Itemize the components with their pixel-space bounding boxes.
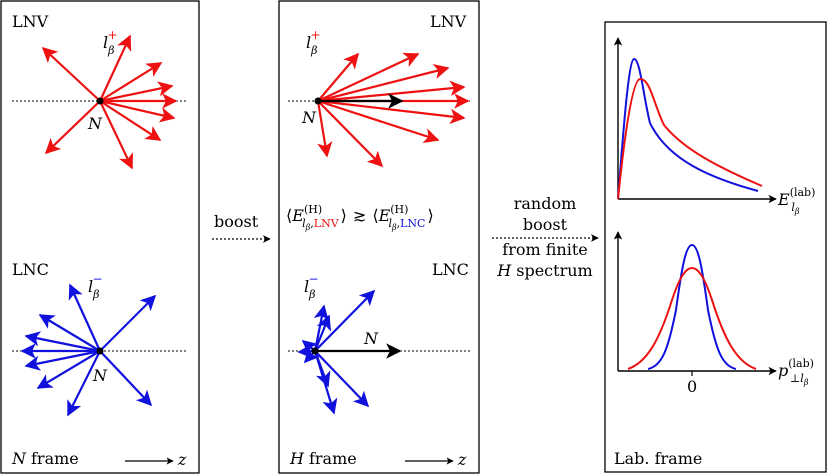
panel-h-frame-border: [278, 0, 480, 474]
pt-zero-label: 0: [687, 377, 697, 396]
n-frame-top-n-label: N: [87, 114, 103, 133]
n-frame-lepton-plus-label: lβ+: [103, 28, 118, 57]
lnv-arrow: [317, 100, 384, 168]
energy-curve-lnc: [617, 57, 759, 200]
panel-n-frame: LNV N lβ+ LNC: [0, 0, 200, 474]
h-frame-z-label: z: [457, 450, 467, 469]
n-frame-lnv-arrows: [41, 34, 178, 170]
lnc-arrow: [68, 283, 102, 352]
lnv-arrow: [99, 99, 176, 123]
panel-lab-frame: E(lab) lβ 0 p(lab) ⊥lβ Lab. frame: [604, 21, 827, 473]
panel-h-frame: LNV N lβ+ ⟨E(H) lβ,LNV ⟩ ≳ ⟨E(H) lβ,LNC ⟩ LNC: [278, 0, 480, 474]
lnv-arrow: [99, 34, 132, 102]
n-frame-top-decay-point: [96, 97, 104, 105]
h-frame-top-decay-point: [314, 97, 322, 105]
lnv-arrow: [99, 62, 163, 102]
lnv-arrow: [99, 81, 174, 103]
h-frame-bottom-n-label: N: [363, 329, 379, 348]
lnv-arrow: [317, 80, 466, 103]
energy-relation: ⟨E(H) lβ,LNV ⟩ ≳ ⟨E(H) lβ,LNC ⟩: [286, 203, 434, 232]
lnv-arrow: [316, 100, 333, 158]
energy-curve-lnv: [617, 78, 763, 200]
n-frame-lnc-arrows: [20, 283, 157, 417]
n-frame-lepton-minus-label: lβ−: [88, 272, 103, 301]
pt-curve-lnc: [647, 243, 737, 370]
h-frame-top-n-label: N: [301, 108, 317, 127]
energy-axis-label: E(lab) lβ: [777, 186, 815, 216]
h-frame-lnv-label: LNV: [430, 12, 467, 31]
panel-lab-frame-border: [604, 21, 827, 473]
lnv-arrow: [44, 100, 101, 155]
h-frame-lnv-arrows: [316, 52, 470, 168]
lnc-arrow: [38, 314, 101, 352]
lnc-arrow: [24, 331, 101, 353]
lnc-arrow: [99, 294, 157, 352]
pt-distribution-plot: 0 p(lab) ⊥lβ: [613, 231, 814, 396]
lnc-arrow: [36, 350, 101, 389]
lnc-arrow: [67, 350, 101, 417]
lnv-arrow: [99, 100, 133, 170]
n-frame-bottom-decay-point: [96, 347, 104, 355]
h-frame-lnc-label: LNC: [432, 260, 469, 279]
n-frame-z-label: z: [177, 450, 187, 469]
lnv-arrow: [317, 63, 450, 103]
random-boost-line-1: random: [514, 194, 577, 213]
lnv-arrow: [317, 52, 420, 102]
lnc-arrow: [314, 350, 370, 408]
h-frame-lepton-minus-label: lβ−: [304, 272, 319, 301]
n-frame-bottom-n-label: N: [92, 366, 108, 385]
pt-curve-lnv: [627, 266, 757, 370]
lnv-arrow: [317, 99, 466, 125]
boost-label: boost: [214, 212, 259, 231]
n-frame-lnv-label: LNV: [12, 12, 49, 31]
lnv-arrow: [99, 100, 162, 141]
pt-axis-label: p(lab) ⊥lβ: [778, 357, 814, 387]
h-frame-bottom-decay-point: [311, 347, 319, 355]
lnc-arrow: [314, 289, 376, 352]
h-frame-lepton-plus-label: lβ+: [306, 28, 321, 57]
lnv-arrow: [41, 46, 101, 102]
lnc-arrow: [313, 350, 338, 415]
lnc-arrow: [99, 350, 153, 407]
h-frame-lnc-arrows: [297, 289, 376, 415]
energy-distribution-plot: E(lab) lβ: [613, 37, 815, 216]
random-boost-line-3: from finite: [502, 240, 587, 259]
lnv-arrow: [317, 99, 440, 144]
n-frame-lnc-label: LNC: [12, 260, 49, 279]
lnv-arrow: [317, 52, 359, 102]
boost-connector: boost: [212, 212, 271, 243]
lab-frame-label: Lab. frame: [614, 449, 702, 468]
lnc-arrow: [24, 349, 101, 371]
panel-n-frame-border: [0, 0, 200, 474]
random-boost-line-2: boost: [523, 215, 568, 234]
